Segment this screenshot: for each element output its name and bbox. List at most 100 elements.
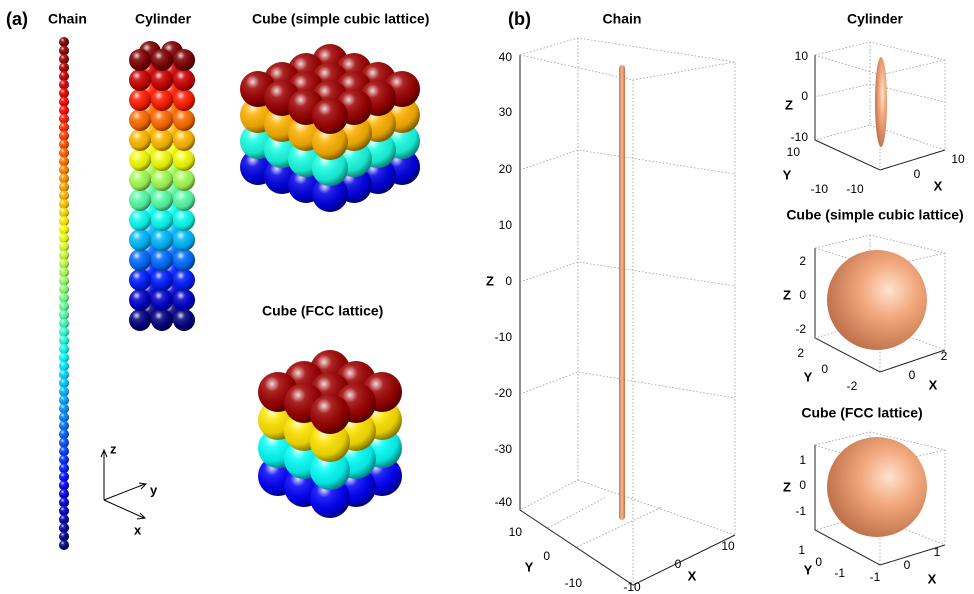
sphere-shade: [129, 89, 151, 111]
z-tick-label: 40: [499, 50, 513, 64]
sphere-shade: [59, 190, 69, 200]
z-tick-label: 0: [799, 288, 806, 302]
sphere-shade: [151, 269, 173, 291]
sphere-shade: [151, 289, 173, 311]
title: Cube (FCC lattice): [262, 303, 383, 319]
sphere-shade: [59, 540, 69, 550]
sphere-shade: [59, 318, 69, 328]
sphere-shade: [151, 49, 173, 71]
chain-plot-box: [520, 38, 735, 585]
sphere-shade: [59, 327, 69, 337]
axis-label: x: [134, 522, 142, 537]
sphere-shade: [151, 209, 173, 231]
z-tick-label: -1: [795, 504, 806, 518]
y-tick-label: -10: [811, 182, 829, 196]
sphere-shade: [129, 309, 151, 331]
panel-label: (a): [6, 9, 28, 29]
sphere-shade: [129, 129, 151, 151]
z-axis-label: Z: [785, 97, 793, 112]
axis-triad: [101, 450, 146, 519]
sphere-shade: [59, 395, 69, 405]
sphere-shade: [59, 88, 69, 98]
z-tick-label: 10: [499, 218, 513, 232]
z-tick-label: 30: [499, 105, 513, 119]
sphere-shade: [59, 225, 69, 235]
sphere-shade: [59, 233, 69, 243]
sphere-shade: [59, 148, 69, 158]
sphere-shade: [59, 523, 69, 533]
sphere-shade: [151, 89, 173, 111]
y-axis-label: Y: [783, 167, 792, 182]
sphere-shade: [173, 149, 195, 171]
sphere-shade: [59, 506, 69, 516]
z-tick-label: -10: [495, 330, 513, 344]
sphere-shade: [59, 182, 69, 192]
y-tick-label: 0: [815, 555, 822, 569]
sphere-shade: [173, 49, 195, 71]
chain-surface: [619, 65, 625, 520]
plot-title: Chain: [603, 11, 642, 27]
sphere-shade: [59, 472, 69, 482]
sphere-shade: [129, 289, 151, 311]
sphere-shade: [59, 531, 69, 541]
plot-title: Cylinder: [847, 11, 904, 27]
sphere-shade: [151, 309, 173, 331]
sphere-shade: [59, 335, 69, 345]
x-axis-label: X: [934, 178, 943, 193]
sphere-shade: [173, 109, 195, 131]
y-tick-label: 10: [787, 145, 801, 159]
sphere-shade: [59, 54, 69, 64]
sphere-shade: [59, 259, 69, 269]
z-tick-label: 20: [499, 162, 513, 176]
sphere-shade: [59, 216, 69, 226]
sphere-shade: [151, 249, 173, 271]
y-tick-label: 10: [509, 525, 523, 539]
z-tick-label: 0: [799, 478, 806, 492]
sphere-shade: [151, 169, 173, 191]
x-axis-label: X: [929, 377, 938, 392]
sphere-shade: [59, 378, 69, 388]
sphere-shade: [129, 109, 151, 131]
y-tick-label: 2: [797, 346, 804, 360]
x-tick-label: -10: [623, 580, 641, 594]
sphere-shade: [129, 249, 151, 271]
z-axis-label: Z: [486, 273, 494, 288]
z-axis-label: Z: [783, 479, 791, 494]
sphere-shade: [129, 169, 151, 191]
sphere-shade: [173, 189, 195, 211]
axis-label: z: [110, 441, 117, 456]
sphere-shade: [59, 156, 69, 166]
x-tick-label: -2: [847, 379, 858, 393]
sphere-shade: [173, 229, 195, 251]
sphere-shade: [59, 173, 69, 183]
sphere-shade: [129, 69, 151, 91]
sphere-shade: [59, 139, 69, 149]
y-axis-label: Y: [525, 559, 534, 574]
sphere-shade: [59, 369, 69, 379]
x-tick-label: 10: [951, 152, 965, 166]
sc-sphere-surface: [827, 250, 927, 350]
sphere-shade: [59, 122, 69, 132]
sphere-shade: [59, 404, 69, 414]
sphere-shade: [59, 165, 69, 175]
sphere-shade: [129, 269, 151, 291]
sphere-shade: [59, 37, 69, 47]
sphere-shade: [129, 189, 151, 211]
sphere-shade: [173, 89, 195, 111]
sphere-shade: [59, 310, 69, 320]
sphere-shade: [59, 199, 69, 209]
panel-label: (b): [508, 9, 531, 29]
cylinder-surface: [875, 57, 887, 147]
sphere-shade: [59, 71, 69, 81]
z-tick-label: 2: [799, 254, 806, 268]
z-tick-label: -20: [495, 386, 513, 400]
sphere-shade: [59, 276, 69, 286]
sphere-shade: [59, 446, 69, 456]
x-tick-label: 0: [904, 558, 911, 572]
figure: (a) Chain Cylinder Cube (simple cubic la…: [0, 0, 974, 594]
z-tick-label: 1: [799, 453, 806, 467]
sphere-shade: [59, 463, 69, 473]
sphere-shade: [59, 242, 69, 252]
sphere-shade: [59, 267, 69, 277]
y-tick-label: -1: [834, 566, 845, 580]
